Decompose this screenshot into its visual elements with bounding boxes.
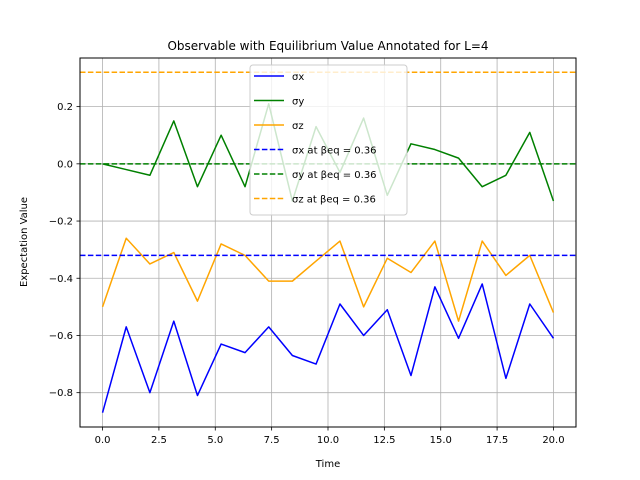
legend-label-0: σx [292, 72, 304, 83]
x-tick-label: 0.0 [95, 435, 111, 446]
axis-ticks: 0.0 2.5 5.0 7.5 10.0 12.5 15.0 17.5 20.0 −0.8 −0.6… [49, 102, 565, 446]
y-tick-label: 0.0 [57, 159, 73, 170]
x-tick-label: 17.5 [486, 435, 508, 446]
x-tick-label: 5.0 [207, 435, 223, 446]
chart-title: Observable with Equilibrium Value Annota… [167, 39, 488, 53]
y-axis-label: Expectation Value [19, 197, 30, 287]
x-axis-label: Time [315, 459, 340, 470]
x-tick-label: 2.5 [151, 435, 167, 446]
legend-label-3: σx at βeq = 0.36 [292, 146, 377, 157]
y-tick-label: −0.2 [49, 217, 73, 228]
y-tick-label: −0.6 [49, 331, 73, 342]
legend: σx σy σz σx at βeq = 0.36 σy at βeq = 0.36 σz… [249, 64, 408, 216]
legend-label-2: σz [292, 121, 304, 132]
x-tick-label: 15.0 [430, 435, 452, 446]
legend-label-1: σy [292, 97, 304, 108]
x-tick-label: 7.5 [264, 435, 280, 446]
legend-label-4: σy at βeq = 0.36 [292, 170, 377, 181]
series-line-2 [101, 237, 555, 322]
y-tick-label: 0.2 [57, 102, 73, 113]
series-line-0 [101, 283, 555, 413]
x-tick-label: 20.0 [542, 435, 564, 446]
x-tick-label: 10.0 [317, 435, 339, 446]
y-tick-label: −0.4 [49, 274, 73, 285]
y-tick-label: −0.8 [49, 388, 73, 399]
x-tick-label: 12.5 [373, 435, 395, 446]
legend-label-5: σz at βeq = 0.36 [292, 195, 376, 206]
legend-box [249, 64, 408, 216]
